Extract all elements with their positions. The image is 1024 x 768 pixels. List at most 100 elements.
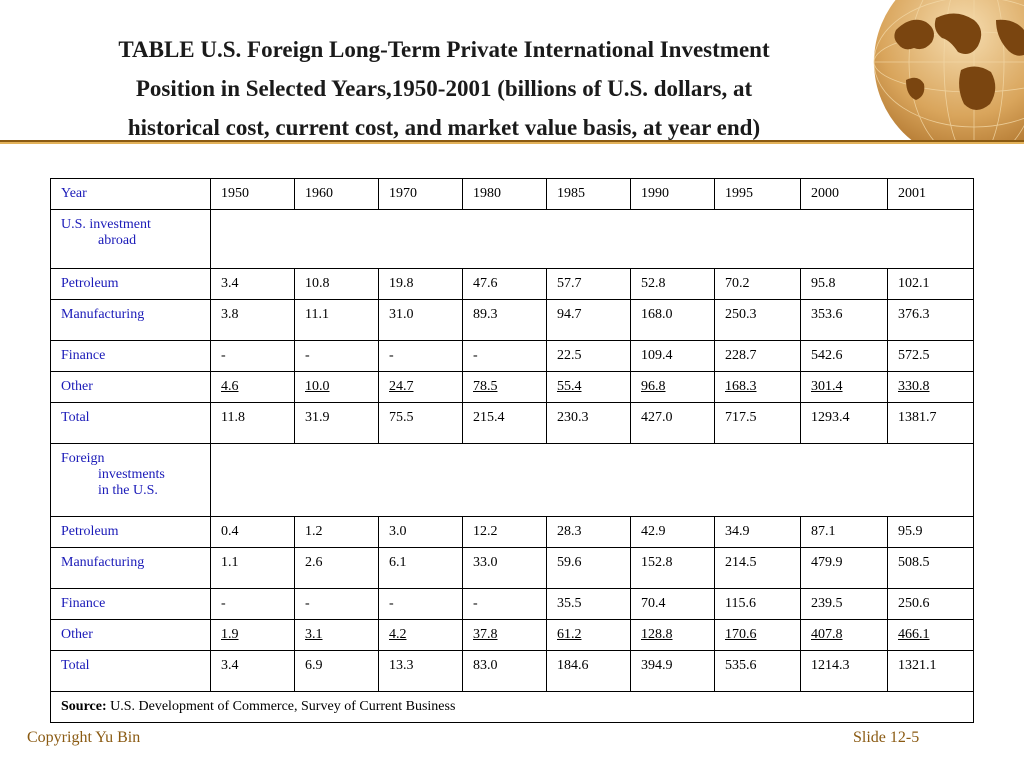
section-label-line: U.S. investment [61,217,151,232]
value-cell: 19.8 [378,268,463,300]
year-cell: 1980 [462,178,547,210]
value-cell: 59.6 [546,547,631,589]
row-label: Manufacturing [50,299,211,341]
section-label-line: investments [98,467,165,482]
source-cell: Source: U.S. Development of Commerce, Su… [50,691,974,723]
value-cell: 250.3 [714,299,801,341]
table-row: Finance - - - -35.5 70.4 115.6 239.5 250.6 [50,588,974,620]
row-label: Other [50,371,211,403]
row-label: Petroleum [50,516,211,548]
value-cell: 3.0 [378,516,463,548]
value-cell: 168.0 [630,299,715,341]
value-cell: - [210,588,295,620]
source-text: U.S. Development of Commerce, Survey of … [106,699,456,714]
year-cell: 1960 [294,178,379,210]
value-cell: 1.1 [210,547,295,589]
value-cell: 57.7 [546,268,631,300]
value-cell: 170.6 [714,619,801,651]
row-label: Manufacturing [50,547,211,589]
value-cell: 4.2 [378,619,463,651]
year-header: Year [50,178,211,210]
value-cell: 55.4 [546,371,631,403]
value-cell: 28.3 [546,516,631,548]
table-row: Finance - - - -22.5 109.4 228.7 542.6 572.5 [50,340,974,372]
value-cell: 11.8 [210,402,295,444]
source-label: Source: [61,699,107,714]
row-label: Total [50,402,211,444]
value-cell: 330.8 [887,371,974,403]
value-cell: 94.7 [546,299,631,341]
value-cell: 214.5 [714,547,801,589]
value-cell: 479.9 [800,547,888,589]
year-cell: 1950 [210,178,295,210]
value-cell: 1.9 [210,619,295,651]
table-row: Other 4.6 10.0 24.7 78.5 55.4 96.8 168.3 301.4 33… [50,371,974,403]
value-cell: 3.4 [210,268,295,300]
copyright-footer: Copyright Yu Bin [27,729,141,746]
year-cell: 1995 [714,178,801,210]
value-cell: 427.0 [630,402,715,444]
title-divider-accent [0,142,1024,144]
year-cell: 1990 [630,178,715,210]
slide-title: TABLE U.S. Foreign Long-Term Private Int… [14,30,874,147]
table-row: Petroleum 0.4 1.2 3.0 12.2 28.3 42.9 34.9 87.1 95… [50,516,974,548]
value-cell: 22.5 [546,340,631,372]
value-cell: 1214.3 [800,650,888,692]
value-cell: 250.6 [887,588,974,620]
year-cell: 1985 [546,178,631,210]
value-cell: 31.9 [294,402,379,444]
globe-icon [873,0,1024,140]
value-cell: 6.1 [378,547,463,589]
header-row: Year 1950 1960 1970 1980 1985 1990 1995 2000 2001 [50,178,974,210]
value-cell: 78.5 [462,371,547,403]
value-cell: 1.2 [294,516,379,548]
value-cell: 3.4 [210,650,295,692]
value-cell: 215.4 [462,402,547,444]
value-cell: 152.8 [630,547,715,589]
value-cell: 95.9 [887,516,974,548]
value-cell: 10.8 [294,268,379,300]
value-cell: 12.2 [462,516,547,548]
value-cell: 301.4 [800,371,888,403]
section-label-line: Foreign [61,451,105,466]
year-cell: 2000 [800,178,888,210]
table-row: Total 3.4 6.9 13.3 83.0 184.6 394.9 535.6 1214.3… [50,650,974,692]
row-label: Finance [50,588,211,620]
value-cell: 3.8 [210,299,295,341]
value-cell: 1321.1 [887,650,974,692]
value-cell: 35.5 [546,588,631,620]
value-cell: 228.7 [714,340,801,372]
value-cell: 717.5 [714,402,801,444]
value-cell: 184.6 [546,650,631,692]
section-label-line: abroad [98,233,137,248]
value-cell: 102.1 [887,268,974,300]
value-cell: - [462,588,547,620]
value-cell: 466.1 [887,619,974,651]
value-cell: 52.8 [630,268,715,300]
empty-cell [210,209,974,269]
title-line: Position in Selected Years,1950-2001 (bi… [135,76,753,101]
value-cell: 572.5 [887,340,974,372]
investment-table: Year 1950 1960 1970 1980 1985 1990 1995 2000 2001… [50,178,974,723]
value-cell: 535.6 [714,650,801,692]
value-cell: 115.6 [714,588,801,620]
value-cell: 1293.4 [800,402,888,444]
value-cell: 47.6 [462,268,547,300]
value-cell: 4.6 [210,371,295,403]
value-cell: 89.3 [462,299,547,341]
value-cell: 407.8 [800,619,888,651]
value-cell: 2.6 [294,547,379,589]
value-cell: 11.1 [294,299,379,341]
value-cell: 75.5 [378,402,463,444]
section-us-investment: U.S. investment abroad [50,209,974,269]
value-cell: 353.6 [800,299,888,341]
value-cell: 394.9 [630,650,715,692]
value-cell: 1381.7 [887,402,974,444]
table-row: Other 1.9 3.1 4.2 37.8 61.2 128.8 170.6 407.8 466… [50,619,974,651]
section-foreign-investment: Foreign investments in the U.S. [50,443,974,517]
value-cell: 3.1 [294,619,379,651]
row-label: Other [50,619,211,651]
value-cell: 542.6 [800,340,888,372]
value-cell: 70.2 [714,268,801,300]
value-cell: 508.5 [887,547,974,589]
